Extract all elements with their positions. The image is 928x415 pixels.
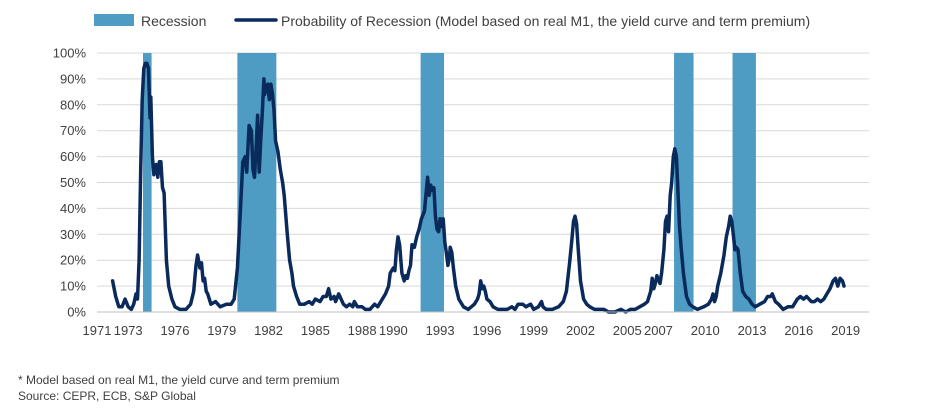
x-tick-label: 1976 — [161, 323, 190, 338]
x-tick-label: 2005 — [613, 323, 642, 338]
x-tick-label: 1979 — [207, 323, 236, 338]
y-tick-label: 20% — [60, 253, 86, 268]
x-tick-label: 1993 — [426, 323, 455, 338]
legend: Recession Probability of Recession (Mode… — [94, 13, 810, 29]
probability-line-layer — [110, 61, 846, 314]
y-tick-label: 0% — [67, 305, 86, 320]
recession-band — [143, 53, 152, 312]
legend-label-probability: Probability of Recession (Model based on… — [281, 13, 810, 29]
x-tick-label: 1988 — [348, 323, 377, 338]
y-tick-label: 90% — [60, 71, 86, 86]
y-tick-label: 10% — [60, 279, 86, 294]
x-tick-label: 1985 — [301, 323, 330, 338]
x-tick-label: 2010 — [691, 323, 720, 338]
recession-probability-chart: 0%10%20%30%40%50%60%70%80%90%100%1971 197… — [53, 13, 869, 338]
y-tick-label: 60% — [60, 149, 86, 164]
recession-band — [420, 53, 445, 312]
x-tick-label: 2013 — [738, 323, 767, 338]
legend-swatch-recession — [94, 14, 134, 26]
y-tick-label: 80% — [60, 97, 86, 112]
x-tick-label: 2016 — [784, 323, 813, 338]
y-tick-label: 40% — [60, 201, 86, 216]
x-tick-label: 2019 — [831, 323, 860, 338]
recession-band — [674, 53, 694, 312]
x-tick-label: 1990 — [379, 323, 408, 338]
y-tick-label: 30% — [60, 227, 86, 242]
x-tick-label: 1999 — [519, 323, 548, 338]
y-tick-label: 50% — [60, 175, 86, 190]
legend-label-recession: Recession — [141, 13, 206, 29]
recession-band — [732, 53, 756, 312]
y-tick-label: 100% — [53, 46, 87, 61]
chart-source: Source: CEPR, ECB, S&P Global — [18, 389, 196, 403]
x-tick-label: 1996 — [472, 323, 501, 338]
axes: 0%10%20%30%40%50%60%70%80%90%100%1971 197… — [53, 46, 869, 338]
chart-footnote: * Model based on real M1, the yield curv… — [18, 373, 340, 387]
x-tick-label: 1982 — [254, 323, 283, 338]
y-tick-label: 70% — [60, 123, 86, 138]
x-tick-label: 2007 — [644, 323, 673, 338]
x-tick-label: 2002 — [566, 323, 595, 338]
probability-series-line — [110, 61, 846, 314]
x-tick-label: 1973 — [114, 323, 143, 338]
x-tick-label: 1971 — [83, 323, 112, 338]
